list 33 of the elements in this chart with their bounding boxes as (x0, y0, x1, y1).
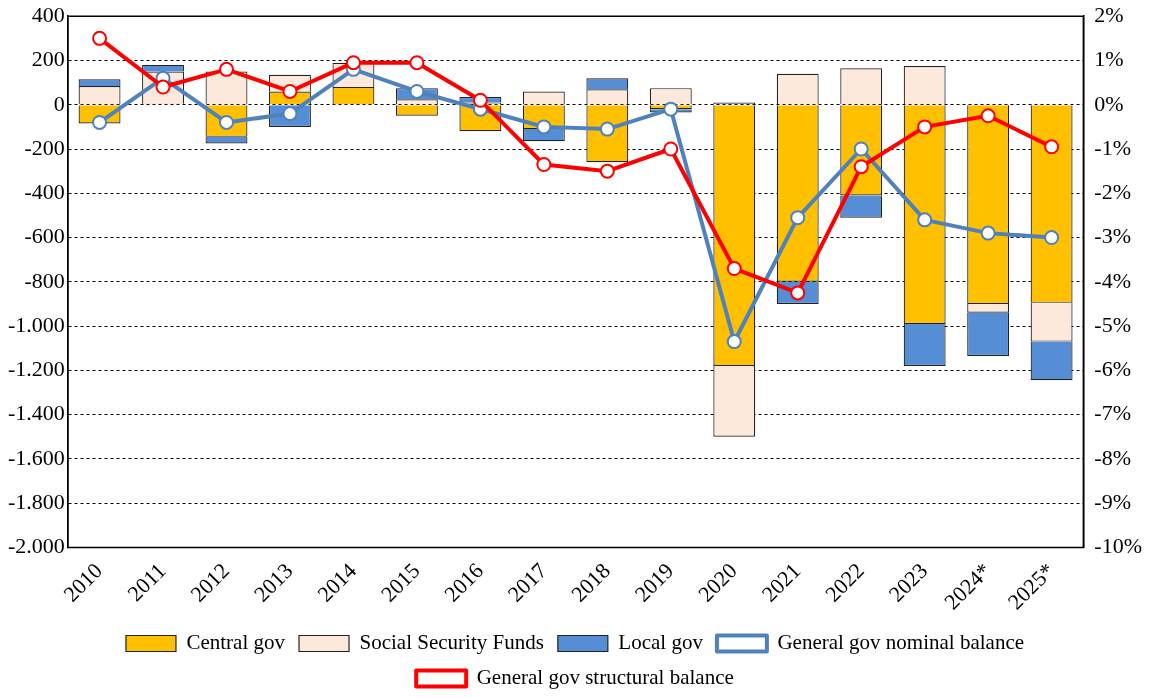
y-tick-label: -1.000 (8, 311, 65, 337)
y-tick-label: -1.800 (8, 488, 65, 514)
y2-tick-label: 2% (1094, 1, 1124, 27)
y-tick-label: -600 (24, 223, 65, 249)
y2-tick-label: 0% (1094, 90, 1124, 116)
y2-tick-label: -3% (1094, 223, 1131, 249)
y-tick-label: 400 (31, 1, 65, 27)
y2-tick-label: -4% (1094, 267, 1131, 293)
legend-label: General gov nominal balance (777, 630, 1025, 655)
y-tick-label: -400 (24, 179, 65, 205)
y2-tick-label: -5% (1094, 311, 1131, 337)
y2-tick-label: 1% (1094, 46, 1124, 72)
y-tick-label: -2.000 (8, 533, 65, 559)
y-tick-label: -800 (24, 267, 65, 293)
legend-label: Local gov (618, 630, 704, 655)
y-tick-label: -1.400 (8, 400, 65, 426)
y2-tick-label: -2% (1094, 179, 1131, 205)
legend-label: Central gov (186, 630, 286, 655)
y-tick-label: -200 (24, 134, 65, 160)
legend-label: General gov structural balance (476, 665, 734, 690)
y-tick-label: -1.600 (8, 444, 65, 470)
y2-tick-label: -8% (1094, 444, 1131, 470)
legend-label: Social Security Funds (359, 630, 544, 655)
y-tick-label: 0 (53, 90, 65, 116)
x-tick-label: 2021 (756, 557, 806, 607)
y-tick-label: 200 (31, 46, 65, 72)
y2-tick-label: -10% (1094, 533, 1142, 559)
y2-tick-label: -1% (1094, 134, 1131, 160)
y2-tick-label: -9% (1094, 488, 1131, 514)
y2-tick-label: -7% (1094, 400, 1131, 426)
y-tick-label: -1.200 (8, 356, 65, 382)
x-tick-label: 2011 (122, 557, 171, 606)
y2-tick-label: -6% (1094, 356, 1131, 382)
